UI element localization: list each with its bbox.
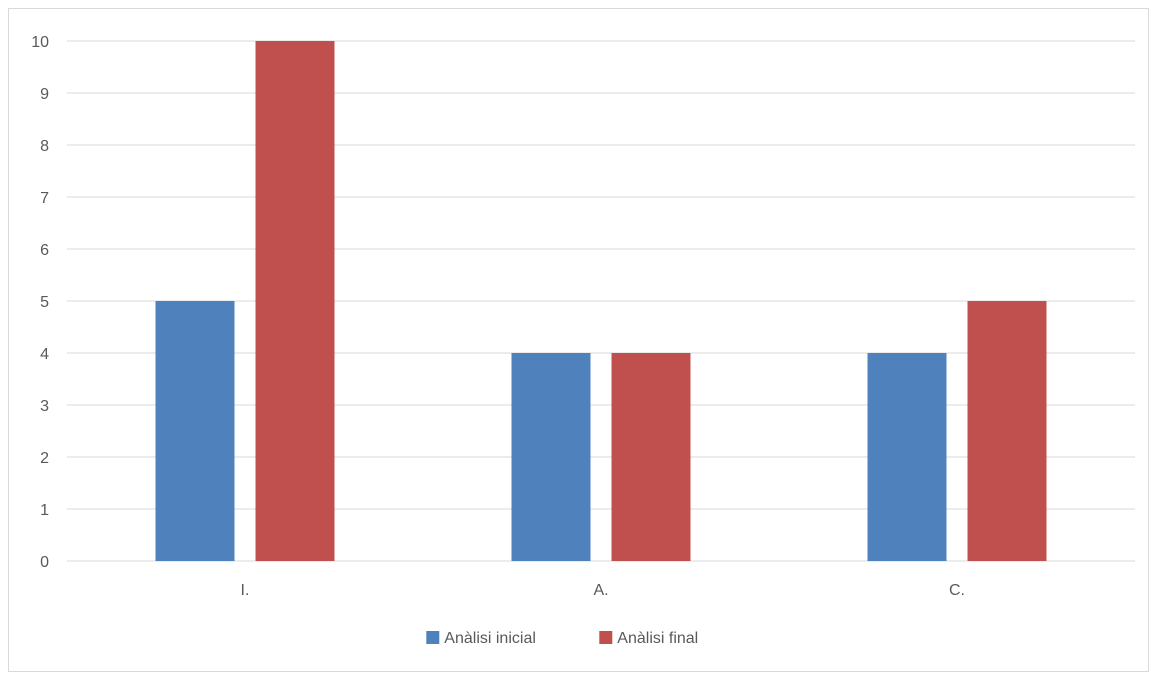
y-tick-label: 0	[40, 554, 49, 571]
legend-label: Anàlisi inicial	[444, 630, 536, 647]
bar-final-3	[967, 301, 1047, 561]
y-tick-label: 1	[40, 502, 49, 519]
bar-final-2	[611, 353, 691, 561]
legend-label: Anàlisi final	[617, 630, 698, 647]
y-tick-label: 8	[40, 138, 49, 155]
y-tick-label: 10	[31, 34, 49, 51]
y-axis-tick-labels: 0 1 2 3 4 5 6 7 8 9 10	[31, 34, 49, 571]
y-tick-label: 2	[40, 450, 49, 467]
x-tick-label: A.	[593, 582, 608, 599]
chart-frame: 0 1 2 3 4 5 6 7 8 9 10 I. A. C. Anàlisi inicial Anàli…	[8, 8, 1149, 672]
bar-final-1	[255, 41, 335, 561]
bars	[155, 41, 1047, 561]
gridlines	[67, 40, 1135, 562]
y-tick-label: 5	[40, 294, 49, 311]
x-tick-label: C.	[949, 582, 965, 599]
y-tick-label: 4	[40, 346, 49, 363]
bar-initial-3	[867, 353, 947, 561]
x-tick-label: I.	[241, 582, 250, 599]
x-axis-tick-labels: I. A. C.	[241, 582, 965, 599]
y-tick-label: 7	[40, 190, 49, 207]
bar-initial-2	[511, 353, 591, 561]
bar-initial-1	[155, 301, 235, 561]
legend-swatch	[426, 631, 440, 644]
y-tick-label: 3	[40, 398, 49, 415]
legend: Anàlisi inicial Anàlisi final	[426, 630, 698, 647]
y-tick-label: 9	[40, 86, 49, 103]
y-tick-label: 6	[40, 242, 49, 259]
legend-swatch	[599, 631, 613, 644]
